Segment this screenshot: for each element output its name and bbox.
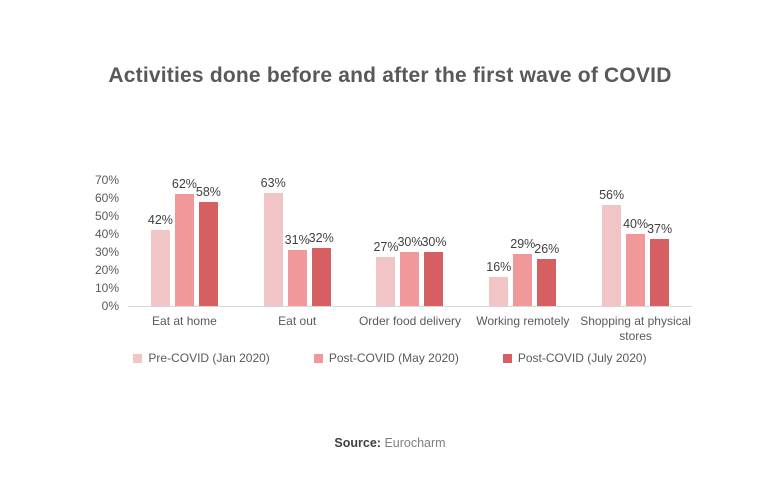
bar-group: 16% 29% 26% <box>466 180 579 306</box>
bar-value-label: 58% <box>195 184 221 199</box>
bar-value-label: 29% <box>510 236 536 251</box>
legend-item: Pre-COVID (Jan 2020) <box>133 351 270 365</box>
bar: 27% <box>373 240 399 306</box>
category-label: Eat out <box>278 314 317 328</box>
y-tick-label: 40% <box>94 227 119 241</box>
chart-title: Activities done before and after the fir… <box>108 64 672 87</box>
y-tick-label: 70% <box>94 173 119 187</box>
source-note: Source: Eurocharm <box>0 436 780 450</box>
y-tick-label: 60% <box>94 191 119 205</box>
bar-group: 63% 31% 32% <box>241 176 354 306</box>
legend-swatch <box>133 353 143 363</box>
bar-value-label: 27% <box>373 240 399 255</box>
source-value: Eurocharm <box>384 436 446 450</box>
bar: 26% <box>534 242 559 306</box>
legend-label: Pre-COVID (Jan 2020) <box>148 351 270 365</box>
bar: 16% <box>486 260 511 306</box>
bar: 42% <box>148 213 173 306</box>
bar-value-label: 37% <box>647 222 673 237</box>
legend-label: Post-COVID (July 2020) <box>517 351 647 365</box>
y-tick-label: 10% <box>94 281 119 295</box>
category-label: Eat at home <box>152 314 217 328</box>
bar: 32% <box>309 231 334 306</box>
legend: Pre-COVID (Jan 2020) Post-COVID (May 2020… <box>0 351 780 365</box>
bar-value-label: 30% <box>421 235 447 249</box>
bar: 63% <box>261 176 286 306</box>
bar: 62% <box>172 177 197 306</box>
bar-value-label: 30% <box>397 235 423 249</box>
legend-swatch <box>502 353 512 363</box>
bar-value-label: 26% <box>534 242 560 257</box>
legend-item: Post-COVID (July 2020) <box>502 351 647 365</box>
x-axis-labels: Eat at home Eat out Order food delivery Wor… <box>128 314 692 344</box>
bar: 31% <box>285 233 310 306</box>
category-label: Order food delivery <box>358 314 462 328</box>
bar-value-label: 16% <box>486 260 512 275</box>
bar: 40% <box>623 217 648 306</box>
bar-value-label: 63% <box>260 175 286 190</box>
bar-value-label: 42% <box>147 213 173 228</box>
bar-group: 27% 30% 30% <box>354 180 467 306</box>
bar: 56% <box>599 188 624 306</box>
y-tick-label: 50% <box>94 209 119 223</box>
y-tick-label: 30% <box>94 245 119 259</box>
bar-value-label: 56% <box>599 188 625 203</box>
bar-groups: 42% 62% 58% 63% 31% 32% 27% 30% 30% 16% 29% 26% 56% 4… <box>128 176 692 306</box>
plot-area: 0% 10% 20% 30% 40% 50% 60% 70% 42% 62% 58% 63% 31% 3… <box>95 173 692 313</box>
y-tick-label: 0% <box>101 299 119 313</box>
bar: 29% <box>510 237 535 306</box>
bar: 30% <box>421 235 447 306</box>
bar: 30% <box>397 235 423 306</box>
category-label: Shopping at physical stores <box>580 314 691 343</box>
y-tick-label: 20% <box>94 263 119 277</box>
bar: 58% <box>196 185 221 306</box>
legend-label: Post-COVID (May 2020) <box>328 351 459 365</box>
legend-swatch <box>313 353 323 363</box>
bar-value-label: 32% <box>308 231 334 246</box>
bar-group: 56% 40% 37% <box>579 180 692 306</box>
bar-value-label: 62% <box>171 177 197 192</box>
bar: 37% <box>647 222 672 306</box>
category-label: Working remotely <box>476 314 570 328</box>
legend-item: Post-COVID (May 2020) <box>313 351 459 365</box>
bar-value-label: 40% <box>623 217 649 231</box>
bar-group: 42% 62% 58% <box>128 177 241 306</box>
bar-value-label: 31% <box>284 233 310 248</box>
source-label: Source: <box>334 436 381 450</box>
